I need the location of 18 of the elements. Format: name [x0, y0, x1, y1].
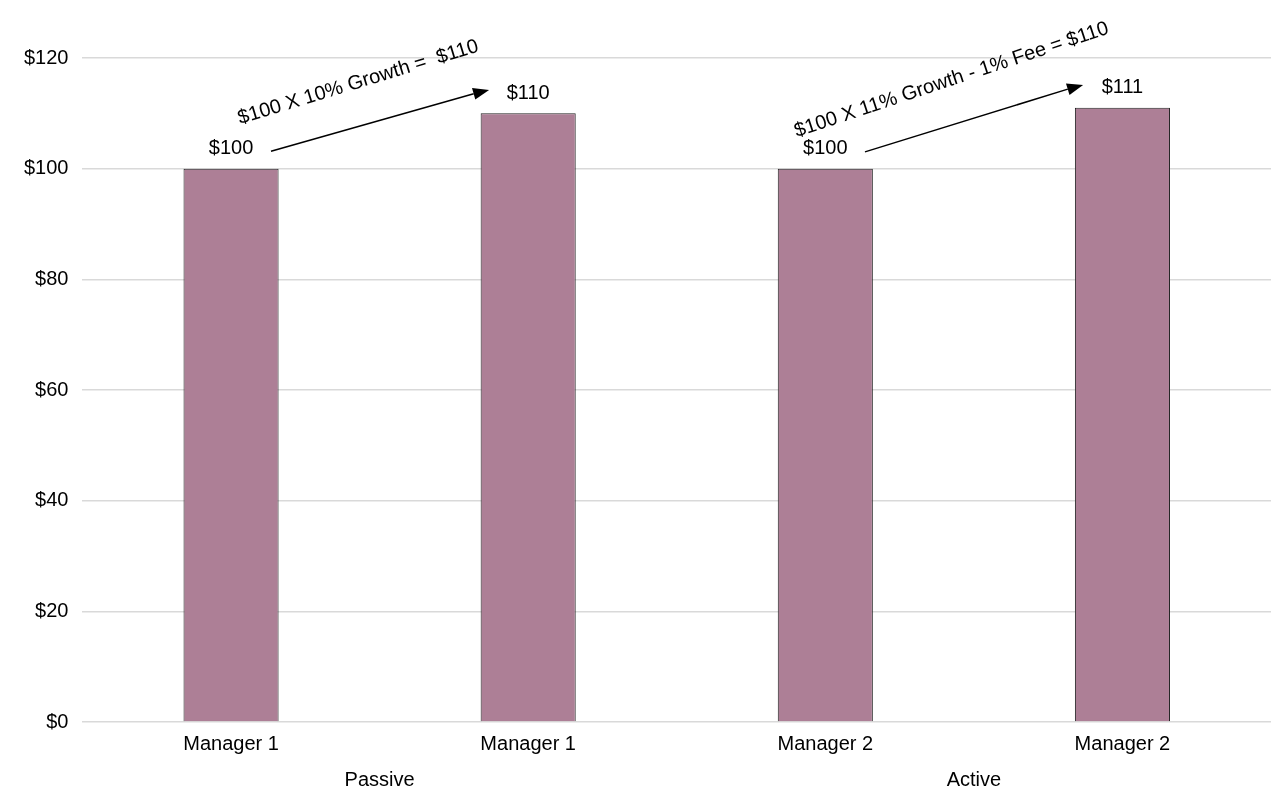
text: Passive — [344, 767, 415, 790]
y-tick-label: $100 — [23, 156, 69, 179]
y-tick-label: $60 — [35, 377, 69, 400]
x-tick-label: Manager 1 — [480, 731, 576, 754]
x-tick-label: Manager 2 — [1074, 731, 1171, 754]
text: Active — [946, 767, 1002, 790]
y-tick-label: $80 — [35, 266, 69, 289]
y-tick-label: $120 — [23, 45, 69, 68]
y-tick-label: $0 — [46, 709, 69, 732]
x-tick-label: Manager 1 — [183, 731, 279, 754]
data-label: $100 — [803, 136, 848, 159]
y-tick-label: $20 — [35, 598, 69, 621]
data-label: $111 — [1101, 75, 1144, 98]
data-label: $100 — [208, 136, 254, 159]
y-tick-label: $40 — [35, 488, 69, 511]
x-tick-label: Manager 2 — [777, 731, 874, 754]
data-label: $110 — [506, 80, 550, 103]
annotation: $100 X 10% Growth = $110 — [234, 34, 481, 129]
